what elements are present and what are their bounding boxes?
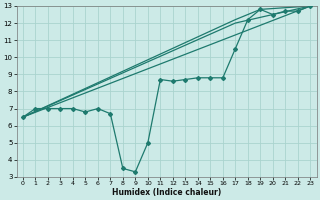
X-axis label: Humidex (Indice chaleur): Humidex (Indice chaleur) <box>112 188 221 197</box>
